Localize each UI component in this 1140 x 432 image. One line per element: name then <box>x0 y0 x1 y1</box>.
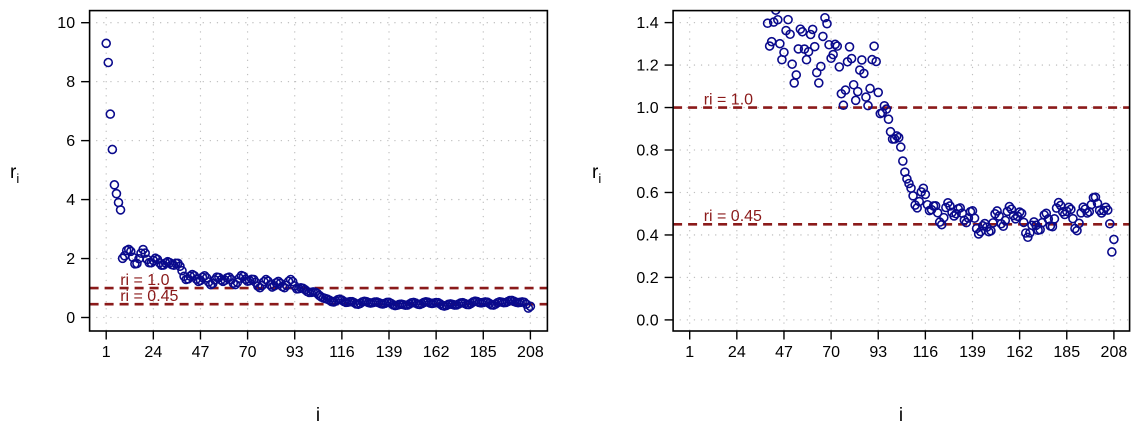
svg-text:93: 93 <box>869 344 887 361</box>
svg-text:185: 185 <box>1053 344 1080 361</box>
svg-text:116: 116 <box>913 344 939 361</box>
svg-text:1.0: 1.0 <box>636 100 658 117</box>
svg-text:0: 0 <box>66 310 75 327</box>
svg-text:i: i <box>316 405 320 426</box>
svg-text:0.0: 0.0 <box>636 312 658 329</box>
svg-text:ri = 0.45: ri = 0.45 <box>120 288 178 305</box>
svg-text:1.2: 1.2 <box>636 58 658 75</box>
svg-text:ri: ri <box>592 162 601 186</box>
svg-text:ri: ri <box>10 162 19 186</box>
svg-text:ri = 1.0: ri = 1.0 <box>120 272 169 289</box>
svg-text:93: 93 <box>286 344 304 361</box>
svg-text:139: 139 <box>376 344 403 361</box>
svg-text:ri = 1.0: ri = 1.0 <box>704 91 753 108</box>
svg-text:24: 24 <box>144 344 162 361</box>
svg-text:47: 47 <box>192 344 210 361</box>
svg-text:70: 70 <box>822 344 840 361</box>
svg-text:139: 139 <box>959 344 986 361</box>
svg-text:4: 4 <box>66 192 75 209</box>
svg-text:0.4: 0.4 <box>636 227 658 244</box>
svg-text:6: 6 <box>66 133 75 150</box>
svg-text:1: 1 <box>685 344 694 361</box>
svg-text:0.8: 0.8 <box>636 143 658 160</box>
svg-text:0.2: 0.2 <box>636 270 658 287</box>
svg-text:i: i <box>899 405 903 426</box>
svg-text:8: 8 <box>66 74 75 91</box>
svg-text:1: 1 <box>102 344 111 361</box>
svg-text:10: 10 <box>57 15 75 32</box>
svg-text:47: 47 <box>775 344 793 361</box>
svg-text:70: 70 <box>239 344 257 361</box>
svg-text:116: 116 <box>329 344 355 361</box>
svg-text:ri = 0.45: ri = 0.45 <box>704 208 762 225</box>
svg-text:0.6: 0.6 <box>636 185 658 202</box>
svg-text:162: 162 <box>1006 344 1033 361</box>
svg-text:1.4: 1.4 <box>636 15 658 32</box>
svg-text:208: 208 <box>1101 344 1128 361</box>
svg-text:208: 208 <box>517 344 544 361</box>
svg-text:185: 185 <box>470 344 497 361</box>
svg-text:24: 24 <box>728 344 746 361</box>
svg-text:2: 2 <box>66 251 75 268</box>
svg-text:162: 162 <box>423 344 450 361</box>
